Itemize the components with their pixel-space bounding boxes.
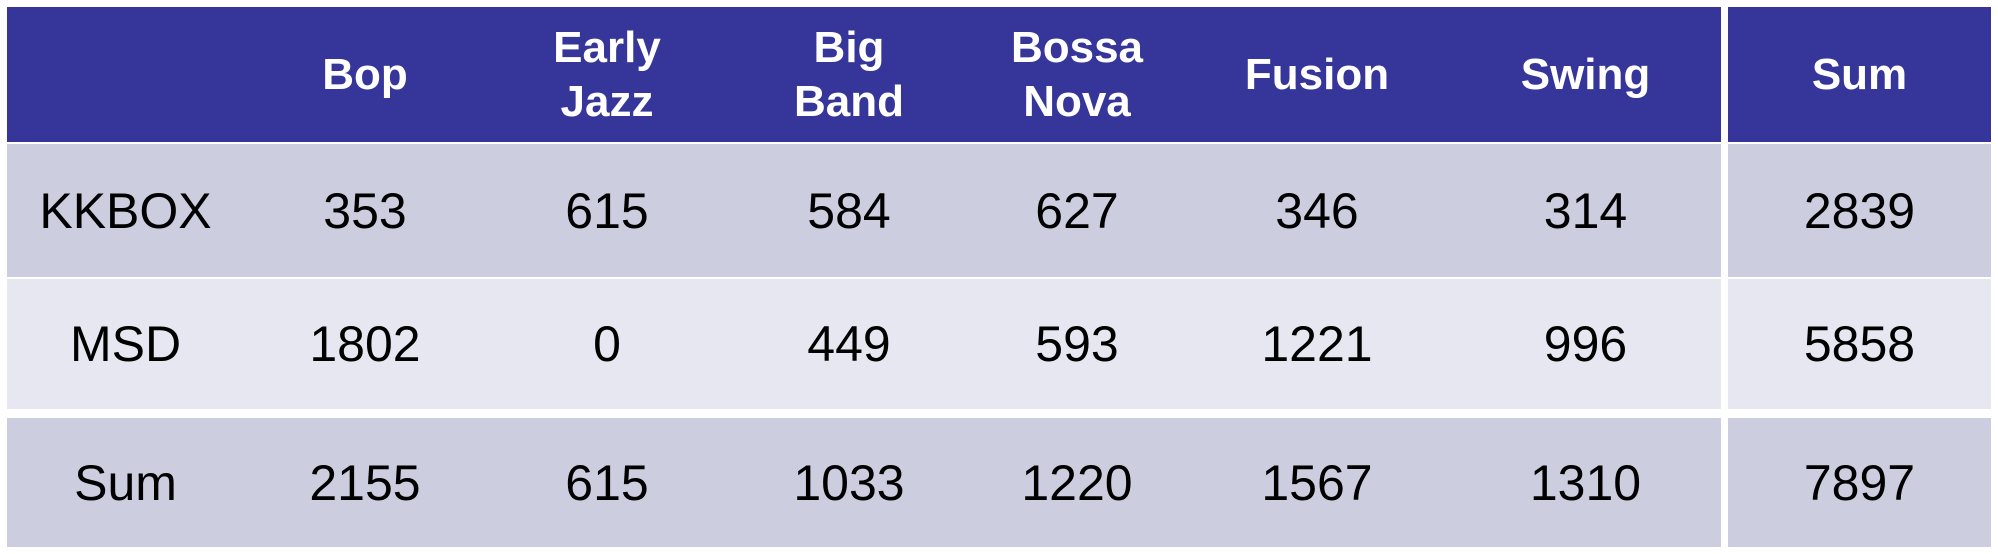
table-row-kkbox: KKBOX 353 615 584 627 346 314 2839 bbox=[7, 144, 1991, 277]
header-cell-big-band: Big Band bbox=[728, 7, 970, 142]
table-cell: 0 bbox=[486, 279, 728, 409]
table-cell: 627 bbox=[970, 144, 1184, 277]
table-cell: 1220 bbox=[970, 418, 1184, 547]
table-cell: 584 bbox=[728, 144, 970, 277]
table-cell: 593 bbox=[970, 279, 1184, 409]
genre-count-table: Bop Early Jazz Big Band Bossa Nova Fusio… bbox=[7, 7, 1991, 547]
table-cell: 1033 bbox=[728, 418, 970, 547]
header-cell-bop: Bop bbox=[244, 7, 486, 142]
column-divider bbox=[1721, 418, 1728, 547]
header-cell-bossa-nova: Bossa Nova bbox=[970, 7, 1184, 142]
table-cell: 353 bbox=[244, 144, 486, 277]
header-cell-sum: Sum bbox=[1728, 7, 1991, 142]
table-cell: 346 bbox=[1184, 144, 1450, 277]
table-cell: 996 bbox=[1450, 279, 1721, 409]
table-cell: 449 bbox=[728, 279, 970, 409]
row-label-cell: Sum bbox=[7, 418, 244, 547]
header-cell-early-jazz: Early Jazz bbox=[486, 7, 728, 142]
row-label-cell: KKBOX bbox=[7, 144, 244, 277]
table-cell: 1567 bbox=[1184, 418, 1450, 547]
header-cell-swing: Swing bbox=[1450, 7, 1721, 142]
table-cell: 1310 bbox=[1450, 418, 1721, 547]
sum-cell: 5858 bbox=[1728, 279, 1991, 409]
table-row-sum: Sum 2155 615 1033 1220 1567 1310 7897 bbox=[7, 418, 1991, 547]
table-cell: 1221 bbox=[1184, 279, 1450, 409]
table-cell: 615 bbox=[486, 144, 728, 277]
table-cell: 1802 bbox=[244, 279, 486, 409]
column-divider bbox=[1721, 279, 1728, 409]
sum-cell: 2839 bbox=[1728, 144, 1991, 277]
row-label-cell: MSD bbox=[7, 279, 244, 409]
header-cell-empty bbox=[7, 7, 244, 142]
table-header-row: Bop Early Jazz Big Band Bossa Nova Fusio… bbox=[7, 7, 1991, 142]
table-row-msd: MSD 1802 0 449 593 1221 996 5858 bbox=[7, 279, 1991, 409]
sum-cell: 7897 bbox=[1728, 418, 1991, 547]
table-cell: 314 bbox=[1450, 144, 1721, 277]
table-cell: 2155 bbox=[244, 418, 486, 547]
column-divider bbox=[1721, 7, 1728, 142]
header-cell-fusion: Fusion bbox=[1184, 7, 1450, 142]
column-divider bbox=[1721, 144, 1728, 277]
table-cell: 615 bbox=[486, 418, 728, 547]
